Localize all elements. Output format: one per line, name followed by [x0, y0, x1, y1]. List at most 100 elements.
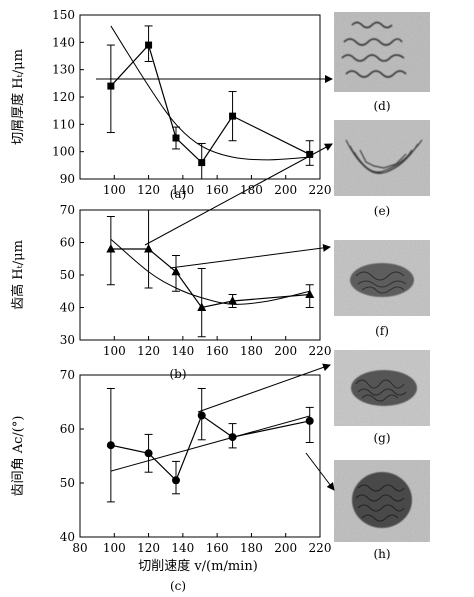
series-line: [110, 248, 310, 309]
chart-panel-c: 80 100 120 140 160 180 200 220 40 50 60 70 齿间角 Ac/(…: [11, 368, 331, 593]
data-point: [197, 302, 207, 311]
x-tick-label: 200: [274, 541, 297, 555]
data-point: [305, 289, 315, 298]
series-line: [110, 43, 310, 164]
y-tick-label: 60: [60, 422, 75, 436]
x-tick-label: 140: [171, 183, 194, 197]
data-point: [144, 449, 153, 458]
chart-panel-a: 100 120 140 160 180 200 220 90 100 110 120 130 140 15…: [10, 8, 331, 201]
x-tick-label: 100: [103, 541, 126, 555]
y-tick-label: 40: [60, 301, 75, 315]
data-point: [172, 134, 180, 142]
photo-background: [334, 120, 430, 196]
x-tick-label: 220: [309, 183, 332, 197]
image-label: (f): [375, 324, 389, 338]
x-tick-label: 180: [240, 183, 263, 197]
arrow-to-e: [144, 143, 333, 246]
chip-texture: [355, 379, 407, 402]
panel-label: (c): [170, 579, 186, 593]
data-series: [106, 209, 315, 338]
data-point: [305, 416, 314, 425]
chip-image: [351, 370, 417, 406]
x-tick-label: 180: [240, 344, 263, 358]
x-axis-label: 切削速度 v/(m/min): [138, 558, 258, 574]
x-tick-label: 100: [103, 183, 126, 197]
y-tick-label: 30: [60, 333, 75, 347]
data-point: [229, 112, 237, 120]
data-point: [145, 41, 153, 49]
image-label: (h): [373, 547, 390, 561]
x-tick-label: 120: [137, 541, 160, 555]
data-point: [107, 82, 115, 90]
y-tick-label: 40: [60, 530, 75, 544]
x-tick-label: 120: [137, 183, 160, 197]
y-tick-label: 140: [52, 35, 75, 49]
y-tick-label: 70: [60, 203, 75, 217]
image-label: (g): [373, 431, 390, 445]
x-tick-label: 200: [274, 344, 297, 358]
chart-panel-b: 100 120 140 160 180 200 220 30 40 50 60 70 齿高 Hₜ/μm…: [10, 203, 331, 381]
y-axis-label: 切屑厚度 Hₜ/μm: [10, 49, 26, 145]
axis-ticks: 80 100 120 140 160 180 200 220 40 50 60 70: [60, 368, 332, 555]
y-tick-label: 120: [52, 90, 75, 104]
data-series: [106, 25, 314, 180]
data-point: [198, 159, 206, 167]
arrow-to-f: [169, 243, 331, 269]
y-tick-label: 110: [52, 117, 75, 131]
y-tick-label: 70: [60, 368, 75, 382]
x-tick-label: 220: [309, 541, 332, 555]
panel-label: (b): [169, 367, 186, 381]
data-point: [144, 244, 154, 253]
x-tick-label: 120: [137, 344, 160, 358]
data-point: [228, 433, 237, 442]
data-point: [197, 411, 206, 420]
x-tick-label: 180: [240, 541, 263, 555]
y-tick-label: 50: [60, 476, 75, 490]
y-axis-label: 齿间角 Ac/(°): [11, 416, 26, 497]
y-tick-label: 100: [52, 145, 75, 159]
x-tick-label: 160: [206, 344, 229, 358]
image-label: (d): [373, 99, 390, 113]
x-tick-label: 160: [206, 183, 229, 197]
y-tick-label: 50: [60, 268, 75, 282]
arrow-to-g: [197, 363, 331, 413]
data-point: [306, 150, 314, 158]
y-tick-label: 90: [60, 172, 75, 186]
chip-image: [345, 139, 423, 174]
chip-photo-e: (e): [334, 120, 430, 218]
y-tick-label: 60: [60, 236, 75, 250]
data-point: [172, 476, 180, 485]
y-tick-label: 130: [52, 63, 75, 77]
chip-texture: [355, 484, 405, 522]
x-tick-label: 140: [171, 541, 194, 555]
panel-label: (a): [170, 187, 187, 201]
x-tick-label: 160: [206, 541, 229, 555]
data-series: [106, 388, 314, 503]
chip-texture: [355, 271, 407, 294]
chip-photo-d: (d): [334, 12, 430, 113]
x-tick-label: 200: [274, 183, 297, 197]
series-line: [110, 414, 310, 482]
plot-frame: [79, 14, 321, 180]
y-tick-label: 150: [52, 8, 75, 22]
axis-ticks: 100 120 140 160 180 200 220 30 40 50 60 70: [60, 203, 332, 358]
arrow-to-h: [305, 452, 335, 491]
chip-photo-f: (f): [334, 240, 430, 338]
data-point: [106, 244, 116, 253]
image-label: (e): [374, 204, 390, 218]
data-point: [228, 296, 238, 305]
axis-ticks: 100 120 140 160 180 200 220 90 100 110 120 130 140 15…: [52, 8, 331, 197]
chip-photo-g: (g): [334, 350, 430, 445]
chip-image: [352, 472, 412, 528]
plot-frame: [79, 209, 321, 341]
x-tick-label: 140: [171, 344, 194, 358]
data-point: [171, 266, 181, 276]
pointer-arrows: [96, 75, 335, 491]
y-axis-label: 齿高 Hₜ/μm: [10, 240, 26, 310]
chip-image: [341, 21, 407, 78]
trend-path: [110, 415, 310, 472]
plot-frame: [79, 374, 321, 538]
chip-photo-h: (h): [334, 460, 430, 561]
x-tick-label: 220: [309, 344, 332, 358]
